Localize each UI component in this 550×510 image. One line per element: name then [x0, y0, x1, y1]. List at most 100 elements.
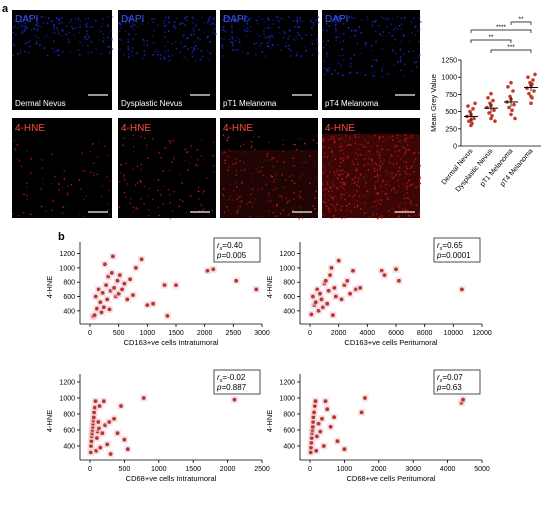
hne-signal: [140, 163, 142, 166]
dapi-nucleus: [268, 35, 271, 38]
data-point: [461, 397, 465, 402]
dapi-nucleus: [127, 53, 130, 56]
dapi-nucleus: [264, 21, 267, 23]
hne-signal: [197, 190, 200, 192]
hne-signal: [26, 186, 28, 188]
hne-signal: [326, 156, 328, 158]
hne-signal: [418, 213, 420, 215]
hne-signal: [236, 198, 238, 200]
hne-signal: [61, 187, 64, 189]
hne-signal: [304, 161, 307, 163]
dapi-nucleus: [12, 37, 14, 40]
data-point: [97, 426, 101, 431]
dapi-nucleus: [192, 49, 195, 51]
dapi-nucleus: [53, 40, 55, 42]
hne-signal: [298, 195, 301, 197]
dapi-nucleus: [224, 30, 227, 33]
hne-signal: [347, 155, 349, 157]
dapi-nucleus: [338, 55, 341, 57]
x-tick-label: 1500: [185, 466, 201, 473]
hne-signal: [379, 167, 381, 169]
hne-signal: [360, 173, 362, 175]
hne-signal: [273, 179, 275, 181]
hne-signal: [400, 203, 402, 205]
x-tick-label: 1500: [168, 330, 184, 337]
dapi-nucleus: [334, 21, 337, 23]
dapi-nucleus: [120, 39, 123, 42]
dapi-nucleus: [400, 17, 403, 19]
hne-signal: [158, 214, 161, 217]
hne-signal: [396, 145, 398, 147]
dapi-nucleus: [351, 29, 353, 32]
dapi-nucleus: [272, 19, 274, 21]
dapi-nucleus: [134, 33, 137, 36]
dapi-nucleus: [36, 16, 38, 19]
dapi-nucleus: [246, 22, 249, 25]
dapi-nucleus: [228, 17, 231, 19]
dapi-nucleus: [378, 25, 380, 27]
hne-signal: [365, 182, 367, 184]
hne-signal: [169, 194, 171, 196]
hne-signal: [333, 195, 336, 198]
dapi-nucleus: [297, 31, 299, 34]
dapi-nucleus: [17, 26, 19, 29]
hne-signal: [376, 144, 379, 147]
dapi-nucleus: [51, 47, 54, 50]
hne-signal: [327, 183, 329, 185]
hne-signal: [326, 175, 329, 177]
hne-signal: [381, 163, 384, 165]
dapi-nucleus: [23, 22, 26, 25]
hne-signal: [363, 185, 366, 187]
dapi-nucleus: [263, 33, 265, 35]
dapi-nucleus: [173, 25, 175, 27]
dapi-nucleus: [402, 74, 405, 77]
hne-signal: [351, 178, 353, 180]
hne-signal: [143, 137, 146, 139]
hne-signal: [373, 167, 376, 170]
hne-signal: [377, 177, 379, 179]
hne-signal: [322, 138, 325, 140]
hne-signal: [359, 197, 362, 199]
hne-signal: [58, 189, 60, 191]
dapi-nucleus: [56, 17, 58, 19]
hne-signal: [381, 190, 383, 193]
dapi-nucleus: [108, 37, 110, 39]
y-tick-label: 800: [283, 412, 295, 419]
hne-signal: [340, 197, 342, 200]
data-point: [111, 254, 115, 259]
hne-signal: [360, 154, 362, 156]
hne-tag-1: 4-HNE: [15, 123, 45, 134]
hne-signal: [167, 188, 170, 191]
dapi-nucleus: [289, 30, 291, 32]
hne-signal: [229, 183, 231, 186]
dapi-nucleus: [23, 25, 25, 27]
dapi-nucleus: [152, 42, 155, 44]
hne-signal: [301, 174, 304, 176]
y-tick-label: 0: [453, 144, 457, 151]
hne-signal: [332, 181, 334, 183]
dapi-nucleus: [221, 44, 224, 47]
dapi-nucleus: [334, 69, 336, 72]
hne-signal: [129, 202, 131, 204]
hne-signal: [275, 215, 278, 217]
hne-signal: [226, 137, 228, 140]
hne-signal: [236, 212, 238, 214]
dapi-nucleus: [87, 45, 89, 47]
dapi-nucleus: [207, 18, 210, 21]
hne-signal: [406, 182, 408, 184]
hne-signal: [323, 156, 325, 158]
hne-signal: [363, 146, 365, 148]
hne-signal: [340, 205, 343, 208]
hne-signal: [358, 185, 360, 188]
data-point: [93, 399, 98, 404]
hne-signal: [418, 198, 420, 201]
hne-signal: [331, 190, 333, 192]
dapi-nucleus: [317, 21, 320, 24]
data-point: [470, 121, 474, 126]
dapi-nucleus: [250, 26, 252, 28]
data-point: [141, 396, 146, 400]
hne-signal: [330, 217, 333, 219]
hne-signal: [379, 203, 381, 205]
hne-signal: [339, 150, 341, 152]
dapi-nucleus: [85, 23, 88, 25]
